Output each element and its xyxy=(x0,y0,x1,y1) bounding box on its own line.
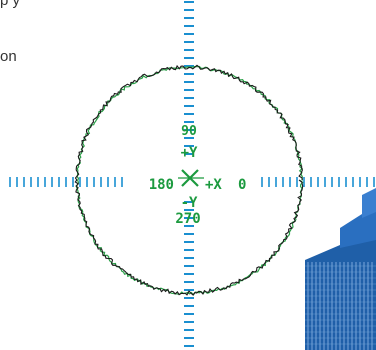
label-top-axis: +Y xyxy=(181,145,198,161)
label-top-value: 90 xyxy=(181,124,197,139)
black-trace xyxy=(74,64,304,296)
label-right-value: 0 xyxy=(238,177,246,193)
cross-marker-icon xyxy=(178,169,204,187)
label-right-axis: +X xyxy=(205,177,222,193)
background-text-line-2: on xyxy=(0,48,17,65)
green-trace xyxy=(75,65,304,296)
building-graphic xyxy=(305,188,376,350)
background-text-line-1: p y xyxy=(0,0,21,9)
label-left-value: 180 xyxy=(149,177,174,193)
vertical-axis-scale xyxy=(184,1,194,347)
horizontal-axis-scale xyxy=(9,177,375,187)
label-bottom-axis: -Y xyxy=(181,195,198,211)
label-bottom-value: 270 xyxy=(175,211,200,227)
